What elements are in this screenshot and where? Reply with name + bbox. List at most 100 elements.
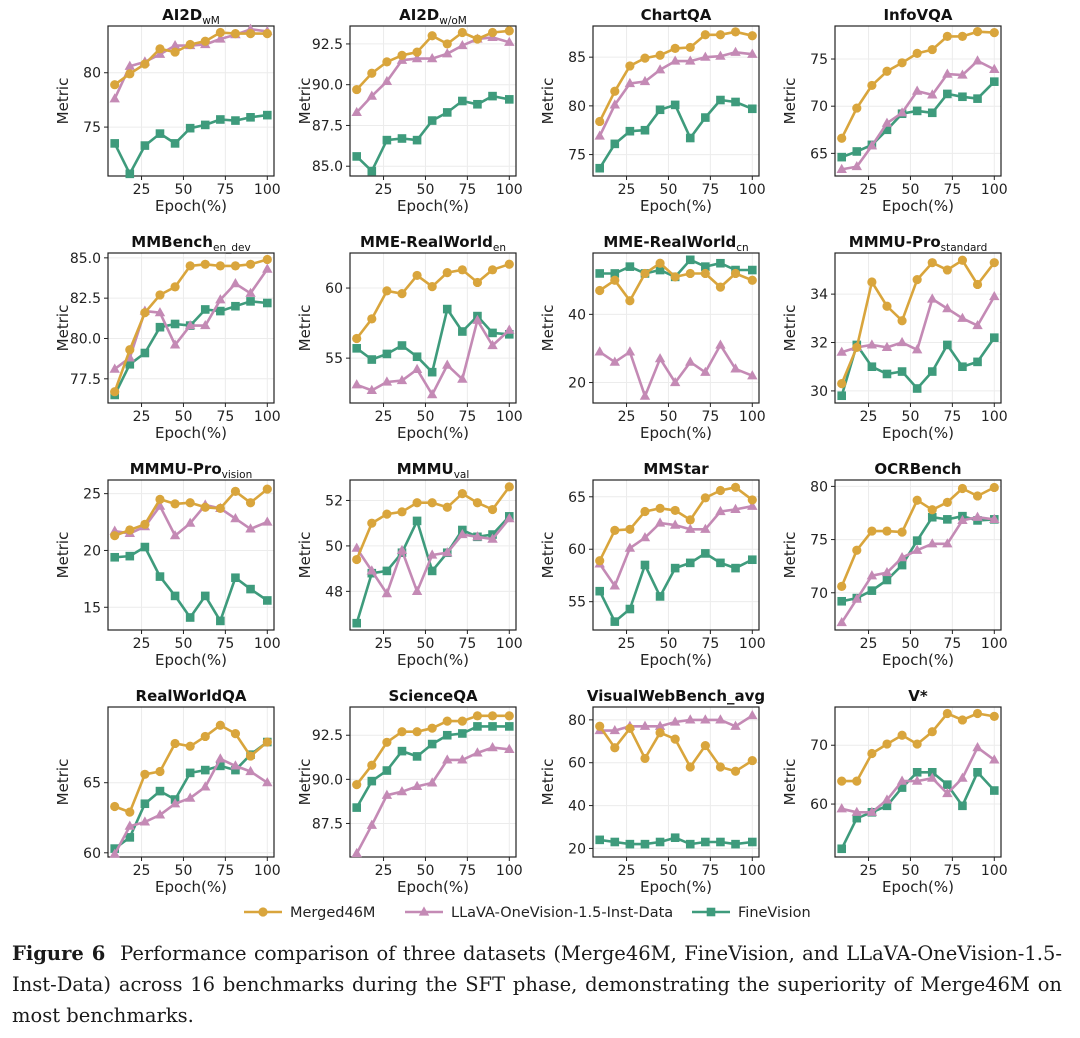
data-point — [245, 751, 256, 761]
data-point — [125, 69, 135, 79]
chart-panel-mmbench-en-dev: 25 50 75 100 77.5 80.0 82.5 85.0 Epoch(%) Metric M… — [54, 233, 281, 442]
data-point — [472, 314, 483, 324]
data-point — [610, 139, 620, 149]
data-point — [685, 55, 696, 65]
data-point — [927, 512, 937, 522]
plot-frame — [834, 252, 1002, 404]
plot-frame — [349, 706, 517, 858]
data-point — [654, 720, 666, 730]
x-axis-label: Epoch(%) — [397, 651, 469, 669]
data-point — [397, 50, 407, 60]
data-point — [700, 30, 710, 40]
data-point — [700, 523, 711, 533]
data-point — [685, 42, 695, 53]
data-point — [701, 113, 710, 122]
data-point — [367, 518, 377, 528]
data-point — [426, 53, 438, 63]
data-point — [685, 356, 696, 366]
data-point — [942, 538, 953, 548]
x-tick-label: 75 — [701, 636, 719, 652]
chart-panel-mme-realworld-cn: 25 50 75 100 20 40 Epoch(%) Metric MME-RealWorld… — [539, 233, 766, 442]
data-point — [595, 721, 605, 731]
data-point — [670, 43, 680, 54]
y-tick-label: 75 — [83, 120, 101, 136]
data-point — [185, 768, 195, 778]
series-line-finevision — [355, 94, 510, 173]
y-tick-label: 70 — [810, 586, 828, 602]
x-tick-label: 50 — [902, 409, 920, 425]
data-point — [412, 270, 422, 281]
data-point — [169, 530, 181, 540]
series-line-llava-onevision-1-5-inst-data — [355, 36, 510, 114]
y-tick-label: 55 — [325, 351, 343, 367]
data-point — [412, 498, 422, 508]
chart-title: AI2Dw/oM — [399, 6, 467, 27]
y-axis-label: Metric — [54, 78, 72, 125]
x-tick-label: 75 — [216, 182, 234, 198]
y-tick-label: 85.0 — [312, 159, 343, 175]
data-point — [215, 27, 225, 38]
x-tick-label: 50 — [660, 182, 678, 198]
plot-frame — [592, 706, 760, 858]
data-point — [140, 769, 150, 779]
data-point — [730, 720, 741, 730]
data-point — [655, 50, 665, 60]
plot-frame — [834, 706, 1002, 858]
data-point — [396, 544, 408, 555]
data-point — [216, 616, 225, 626]
data-point — [185, 741, 195, 751]
legend: Merged46M LLaVA-OneVision-1.5-Inst-Data Fi… — [244, 905, 811, 921]
data-point — [610, 743, 620, 753]
y-tick-label: 52 — [325, 493, 343, 509]
data-point — [670, 563, 680, 573]
data-point — [200, 765, 210, 775]
data-point — [958, 362, 967, 372]
y-axis-label: Metric — [781, 78, 799, 125]
data-point — [351, 379, 362, 389]
data-point — [155, 322, 165, 332]
data-point — [352, 152, 362, 161]
data-point — [595, 163, 605, 173]
series-merged46m — [595, 258, 757, 306]
data-point — [351, 106, 362, 117]
data-point — [609, 99, 620, 109]
data-point — [397, 134, 407, 143]
legend-label: FineVision — [738, 905, 811, 921]
series-merged46m — [110, 720, 272, 817]
data-point — [989, 258, 999, 268]
data-point — [654, 353, 666, 363]
data-point — [230, 278, 241, 288]
data-point — [262, 298, 272, 308]
data-point — [639, 390, 651, 400]
data-point — [457, 265, 467, 275]
data-point — [155, 572, 165, 581]
chart-title: ScienceQA — [388, 687, 478, 705]
data-point — [230, 29, 241, 39]
data-point — [504, 722, 514, 731]
y-axis-label: Metric — [296, 305, 314, 352]
data-point — [942, 31, 952, 41]
data-point — [882, 369, 892, 379]
data-point — [231, 301, 240, 311]
data-point — [957, 715, 968, 725]
data-point — [896, 336, 908, 347]
data-point — [610, 269, 620, 278]
data-point — [655, 265, 665, 275]
data-point — [730, 268, 741, 279]
data-point — [504, 26, 514, 36]
data-point — [881, 566, 893, 577]
data-point — [747, 500, 758, 510]
data-point — [185, 39, 195, 50]
data-point — [912, 48, 922, 58]
x-tick-label: 75 — [216, 636, 234, 652]
data-point — [442, 268, 452, 278]
series-merged46m — [837, 255, 999, 389]
y-tick-label: 20 — [83, 543, 101, 559]
data-point — [200, 305, 210, 314]
series-line-llava-onevision-1-5-inst-data — [598, 504, 753, 588]
data-point — [927, 293, 938, 303]
data-point — [110, 531, 120, 541]
y-tick-label: 60 — [325, 281, 343, 297]
data-point — [670, 734, 680, 744]
data-point — [125, 345, 135, 355]
